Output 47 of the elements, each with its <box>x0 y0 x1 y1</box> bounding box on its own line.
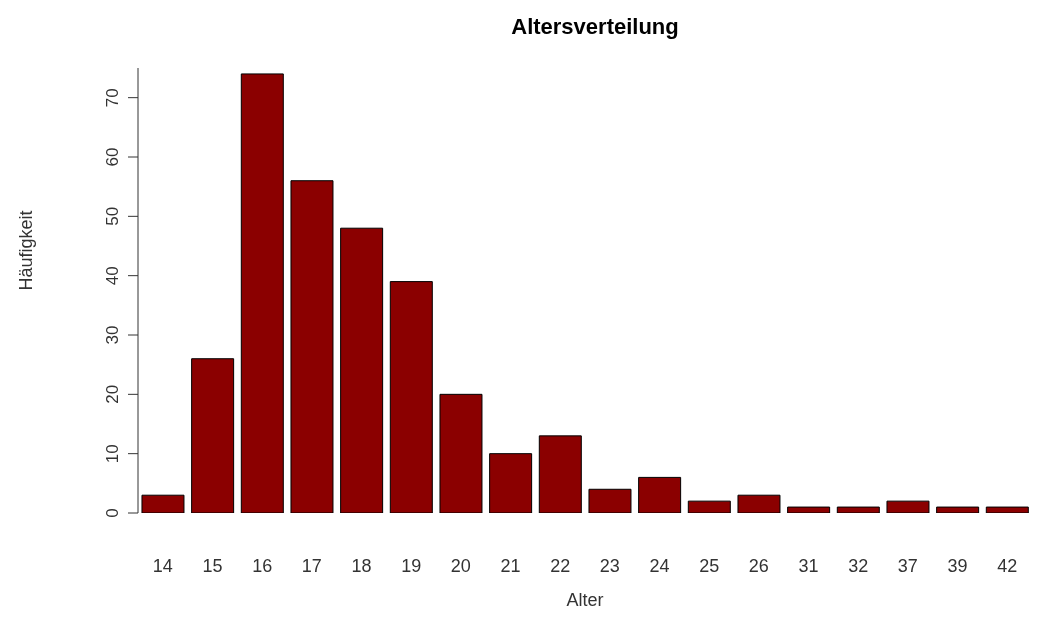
x-tick-label: 42 <box>997 555 1018 576</box>
x-tick-label: 23 <box>599 555 620 576</box>
bar <box>489 453 533 513</box>
bar <box>439 393 483 513</box>
x-tick-label: 15 <box>202 555 223 576</box>
x-tick-label: 24 <box>649 555 670 576</box>
x-tick-label: 19 <box>401 555 422 576</box>
bar <box>191 358 235 513</box>
y-tick-label: 30 <box>103 325 122 345</box>
bar <box>588 488 632 513</box>
x-tick-label: 32 <box>848 555 869 576</box>
bar <box>538 435 582 513</box>
bar <box>787 506 831 513</box>
x-tick-label: 18 <box>351 555 372 576</box>
bar <box>985 506 1029 513</box>
x-tick-label: 20 <box>450 555 471 576</box>
bar <box>290 180 334 513</box>
x-tick-label: 37 <box>897 555 918 576</box>
x-tick-label: 22 <box>550 555 571 576</box>
x-tick-label: 16 <box>252 555 273 576</box>
y-tick-label: 10 <box>103 444 122 464</box>
bar <box>240 73 284 513</box>
x-tick-label: 25 <box>699 555 720 576</box>
x-tick-label: 26 <box>748 555 769 576</box>
chart-title: Altersverteilung <box>510 14 680 40</box>
bar <box>141 494 185 513</box>
x-tick-label: 39 <box>947 555 968 576</box>
y-tick-label: 0 <box>103 508 122 518</box>
y-tick-label: 70 <box>103 88 122 108</box>
bar <box>687 500 731 513</box>
x-tick-label: 17 <box>301 555 322 576</box>
bar <box>638 476 682 513</box>
y-tick-label: 50 <box>103 206 122 226</box>
bar <box>737 494 781 513</box>
x-axis-title: Alter <box>566 590 604 610</box>
bar <box>836 506 880 513</box>
bar <box>936 506 980 513</box>
bar <box>340 227 384 513</box>
y-axis-title: Häufigkeit <box>16 210 37 291</box>
x-tick-label: 21 <box>500 555 521 576</box>
bar <box>886 500 930 513</box>
bar <box>389 281 433 513</box>
y-tick-label: 60 <box>103 147 122 167</box>
y-tick-label: 20 <box>103 384 122 404</box>
x-tick-label: 31 <box>798 555 819 576</box>
y-tick-label: 40 <box>103 266 122 286</box>
x-tick-label: 14 <box>152 555 173 576</box>
